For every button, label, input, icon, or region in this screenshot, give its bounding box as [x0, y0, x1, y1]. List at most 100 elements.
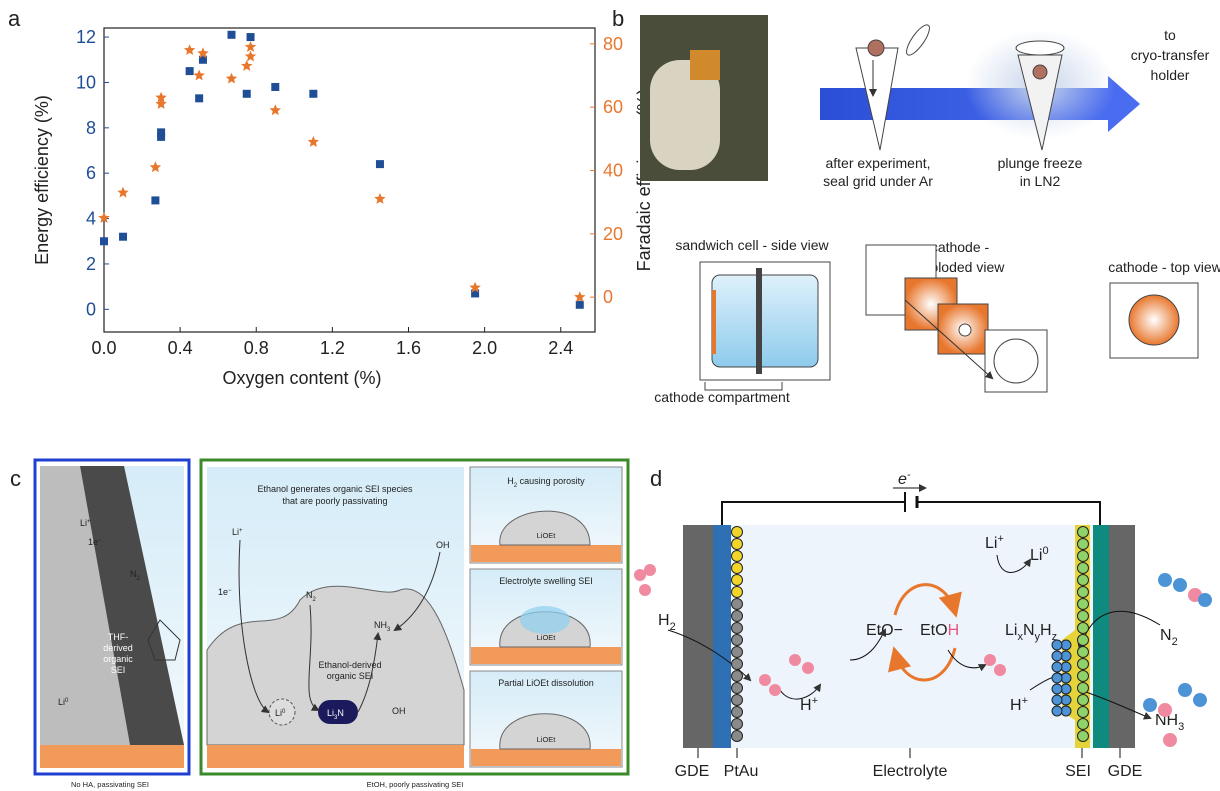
label: holder	[1151, 67, 1190, 83]
catalyst-particle	[732, 719, 743, 730]
x-tick-label: 1.2	[320, 338, 345, 358]
sei-particle	[1078, 683, 1089, 694]
point	[270, 104, 281, 115]
point	[245, 41, 256, 52]
point	[119, 233, 127, 241]
electrode	[1129, 295, 1179, 345]
y2-tick-label: 20	[603, 224, 623, 244]
y-tick-label: 0	[86, 299, 96, 319]
panel-label: d	[650, 466, 662, 491]
label: cathode - top view	[1108, 259, 1220, 275]
figure: a b c d Oxygen content (%) Energy effici…	[0, 0, 1220, 791]
gde	[1109, 525, 1135, 748]
y2-tick-label: 40	[603, 161, 623, 181]
catalyst-particle	[732, 683, 743, 694]
point	[271, 83, 279, 91]
catalyst-particle	[732, 563, 743, 574]
point	[151, 196, 159, 204]
sei-particle	[1078, 707, 1089, 718]
sei-particle	[1078, 731, 1089, 742]
point	[247, 33, 255, 41]
point	[241, 60, 252, 71]
panel-d: e- Li+ Li0 H2 N2 EtO− EtOH LixNyHz H+ H+…	[634, 469, 1212, 780]
membrane	[756, 268, 762, 374]
substrate	[40, 745, 184, 768]
label: that are poorly passivating	[282, 496, 387, 506]
x-tick-label: 1.6	[396, 338, 421, 358]
catalyst-particle	[732, 707, 743, 718]
point	[226, 73, 237, 84]
label: LiOEt	[537, 531, 557, 540]
catalyst-particle	[732, 671, 743, 682]
catalyst-particle	[732, 635, 743, 646]
point	[308, 136, 319, 147]
h-atom	[994, 664, 1006, 676]
holder-hole	[994, 339, 1038, 383]
sei-particle	[1078, 587, 1089, 598]
sei-particle	[1052, 684, 1062, 694]
label: cathode -	[931, 239, 990, 255]
catalyst-particle	[732, 659, 743, 670]
gde	[683, 525, 713, 748]
label: in LN2	[1020, 173, 1061, 189]
h-atom	[759, 674, 771, 686]
catalyst-particle	[732, 539, 743, 550]
gde-layer	[713, 525, 731, 748]
label: plunge freeze	[998, 155, 1083, 171]
sei-particle	[1052, 651, 1062, 661]
catalyst-particle	[732, 587, 743, 598]
sei-particle	[1078, 527, 1089, 538]
panel-b: to cryo-transfer holder after experiment…	[640, 15, 1220, 405]
point	[374, 193, 386, 204]
point	[309, 90, 317, 98]
y-tick-label: 6	[86, 163, 96, 183]
sei-particle	[1052, 673, 1062, 683]
x-tick-label: 0.0	[91, 338, 116, 358]
label: Ethanol generates organic SEI species	[257, 484, 413, 494]
label: EtOH	[920, 622, 959, 639]
sei-particle	[1078, 599, 1089, 610]
h-atom	[639, 584, 651, 596]
label: THF-	[108, 632, 129, 642]
point	[376, 160, 384, 168]
x-tick-label: 2.0	[472, 338, 497, 358]
point	[150, 161, 161, 172]
swelling	[520, 606, 570, 634]
point	[184, 44, 195, 55]
label: LiOEt	[537, 735, 557, 744]
label: organic	[103, 654, 133, 664]
sei-particle	[1052, 640, 1062, 650]
point	[157, 133, 165, 141]
catalyst-particle	[732, 527, 743, 538]
sei-particle	[1078, 719, 1089, 730]
y-tick-label: 8	[86, 118, 96, 138]
catalyst-particle	[732, 575, 743, 586]
sei-particle	[1078, 575, 1089, 586]
point	[243, 90, 251, 98]
point	[574, 291, 585, 302]
point	[186, 67, 194, 75]
label: N2	[1160, 627, 1178, 648]
sei-particle	[1078, 671, 1089, 682]
h-atom	[802, 662, 814, 674]
catalyst-particle	[732, 599, 743, 610]
label: Partial LiOEt dissolution	[498, 678, 594, 688]
label: SEI	[111, 665, 126, 675]
h-atom	[984, 654, 996, 666]
point	[155, 98, 166, 109]
panel-c: Li+ 1e− N2 THF- derived organic SEI Li0 …	[35, 460, 628, 789]
plot-frame	[104, 28, 595, 332]
label: to	[1164, 27, 1176, 43]
label: OH	[436, 540, 450, 550]
molecule-atom	[1163, 733, 1177, 747]
hole	[959, 324, 971, 336]
catalyst-particle	[732, 551, 743, 562]
sei-particle	[1052, 662, 1062, 672]
substrate	[471, 647, 621, 664]
catalyst-particle	[732, 647, 743, 658]
label: derived	[103, 643, 133, 653]
panel-label: b	[612, 6, 624, 31]
y2-tick-label: 60	[603, 97, 623, 117]
point	[117, 187, 128, 198]
x-tick-label: 0.8	[244, 338, 269, 358]
